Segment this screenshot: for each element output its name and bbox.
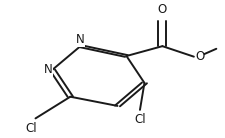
Text: N: N [76, 33, 84, 46]
Text: O: O [194, 50, 203, 63]
Text: O: O [157, 3, 166, 16]
Text: Cl: Cl [25, 122, 37, 135]
Text: Cl: Cl [134, 113, 145, 126]
Text: N: N [43, 63, 52, 76]
